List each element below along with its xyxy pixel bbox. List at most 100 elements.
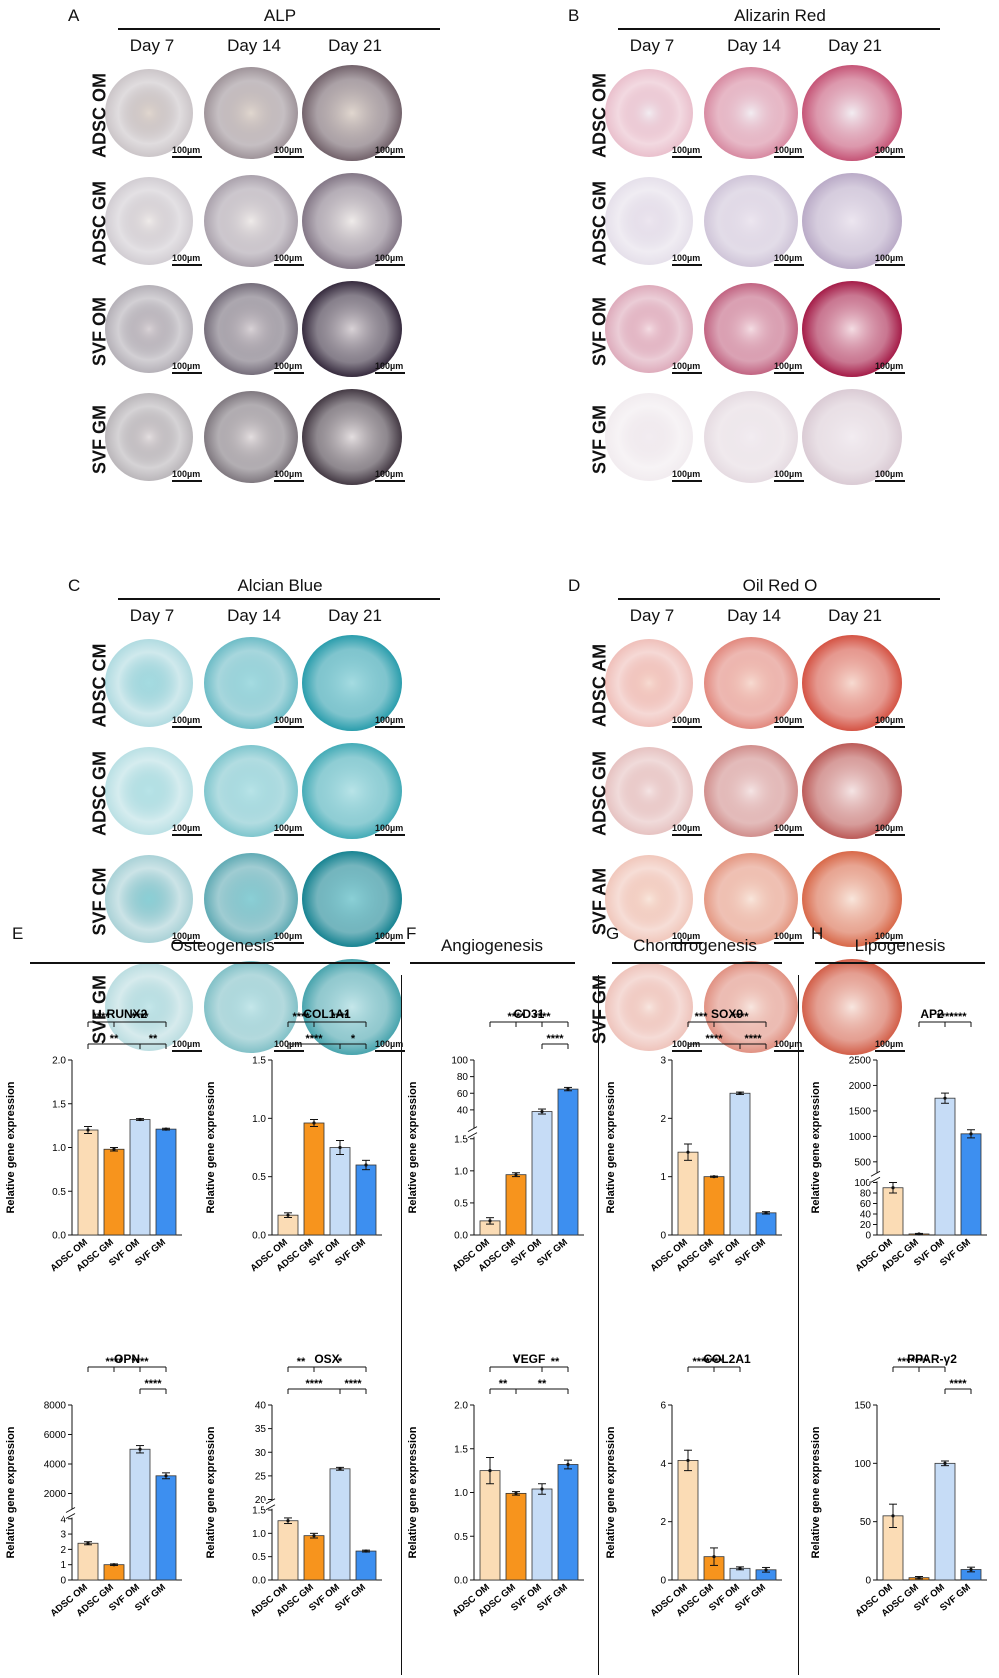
- scale-bar: 100µm: [774, 145, 804, 158]
- bar: [557, 1464, 579, 1581]
- y-tick-label: 0.5: [454, 1198, 468, 1209]
- stained-spheroid-image: [704, 67, 798, 159]
- panel-title: Oil Red O: [742, 576, 818, 595]
- scale-bar-label: 100µm: [172, 253, 201, 263]
- stained-spheroid-image: [802, 173, 902, 269]
- scale-bar: 100µm: [774, 823, 804, 836]
- chart-title: SOX9: [711, 1007, 743, 1021]
- bar: [703, 1176, 725, 1236]
- y-tick-label: 1.0: [454, 1488, 468, 1499]
- y-tick-label: 0: [660, 1231, 666, 1242]
- axis-break: [64, 1509, 184, 1518]
- scale-bar-label: 100µm: [172, 361, 201, 371]
- y-axis-label: Relative gene expression: [205, 1426, 217, 1558]
- y-tick-label: 2000: [44, 1489, 67, 1500]
- scale-bar-label: 100µm: [672, 715, 701, 725]
- bar: [355, 1164, 377, 1236]
- day-label: Day 21: [328, 36, 382, 55]
- scale-bar: 100µm: [875, 361, 905, 374]
- stained-spheroid-image: [605, 963, 693, 1051]
- data-point: [312, 1534, 316, 1538]
- scale-bar: 100µm: [875, 469, 905, 482]
- y-tick-label: 8000: [44, 1401, 67, 1412]
- section-title-lipogenesis: Lipogenesis: [854, 936, 946, 955]
- y-tick-label: 0.0: [454, 1231, 468, 1242]
- data-point: [364, 1549, 368, 1553]
- scale-bar-label: 100µm: [875, 253, 904, 263]
- chart-title: VEGF: [513, 1352, 546, 1366]
- bar: [531, 1488, 553, 1581]
- data-point: [738, 1566, 742, 1570]
- scale-bar: 100µm: [672, 715, 702, 728]
- sig-label: *: [514, 1356, 519, 1368]
- sig-label: ****: [705, 1033, 723, 1045]
- y-tick-label: 2: [60, 1545, 66, 1556]
- bar: [303, 1122, 325, 1236]
- scale-bar-label: 100µm: [172, 145, 201, 155]
- y-tick-label: 1000: [849, 1132, 872, 1143]
- stained-spheroid-image: [204, 637, 298, 729]
- stained-spheroid-image: [302, 281, 402, 377]
- panel-title: Alizarin Red: [734, 6, 826, 25]
- sig-label: ****: [92, 1011, 110, 1023]
- section-title-chondrogenesis: Chondrogenesis: [633, 936, 757, 955]
- scale-bar-label: 100µm: [274, 931, 303, 941]
- title-underline: [618, 598, 940, 600]
- scale-bar-label: 100µm: [875, 361, 904, 371]
- scale-bar-label: 100µm: [672, 145, 701, 155]
- stained-spheroid-image: [605, 393, 693, 481]
- stained-spheroid-image: [204, 175, 298, 267]
- scale-bar: 100µm: [875, 715, 905, 728]
- sig-label: ****: [131, 1011, 149, 1023]
- data-point: [488, 1219, 492, 1223]
- data-point: [138, 1117, 142, 1122]
- section-title-osteogenesis: Osteogenesis: [170, 936, 275, 955]
- y-tick-label: 100: [854, 1178, 871, 1189]
- panel-letter-H: H: [811, 924, 824, 943]
- day-label: Day 7: [629, 606, 675, 625]
- stained-spheroid-image: [605, 69, 693, 157]
- y-tick-label: 0.0: [52, 1231, 66, 1242]
- scale-bar: 100µm: [875, 931, 905, 944]
- sig-label: ****: [744, 1033, 762, 1045]
- bar: [77, 1542, 99, 1581]
- sig-label: ****: [949, 1011, 967, 1023]
- y-tick-label: 4: [660, 1459, 666, 1470]
- sig-label: ****: [546, 1033, 564, 1045]
- chart-runx2: RUNX2 Relative gene expression 0.0 0.5 1.0 1.…: [5, 1007, 182, 1274]
- sig-label: **: [110, 1033, 119, 1045]
- stained-spheroid-image: [105, 393, 193, 481]
- stained-spheroid-image: [302, 65, 402, 161]
- y-tick-label: 35: [255, 1424, 267, 1435]
- sig-label: ****: [507, 1011, 525, 1023]
- scale-bar-label: 100µm: [875, 469, 904, 479]
- stained-spheroid-image: [204, 961, 298, 1053]
- panel-letter-C: C: [68, 576, 81, 595]
- scale-bar-label: 100µm: [875, 715, 904, 725]
- scale-bar: 100µm: [375, 1039, 405, 1052]
- scale-bar: 100µm: [172, 931, 202, 944]
- y-tick-label: 0: [60, 1576, 66, 1587]
- data-point: [488, 1469, 492, 1473]
- scale-bar: 100µm: [172, 145, 202, 158]
- bar: [355, 1550, 377, 1581]
- y-tick-label: 6000: [44, 1430, 67, 1441]
- stained-spheroid-image: [302, 959, 402, 1055]
- scale-bar-label: 100µm: [274, 715, 303, 725]
- stained-spheroid-image: [802, 635, 902, 731]
- data-point: [738, 1091, 742, 1095]
- stained-spheroid-image: [605, 855, 693, 943]
- bar: [129, 1119, 151, 1236]
- title-underline: [118, 28, 440, 30]
- y-axis-label: Relative gene expression: [810, 1426, 822, 1558]
- panel-title: ALP: [263, 6, 297, 25]
- stained-spheroid-image: [204, 853, 298, 945]
- data-point: [112, 1147, 116, 1151]
- sig-label: **: [149, 1033, 158, 1045]
- y-tick-label: 60: [860, 1199, 872, 1210]
- scale-bar: 100µm: [375, 469, 405, 482]
- section-title-angiogenesis: Angiogenesis: [440, 936, 544, 955]
- sig-label: ****: [331, 1011, 349, 1023]
